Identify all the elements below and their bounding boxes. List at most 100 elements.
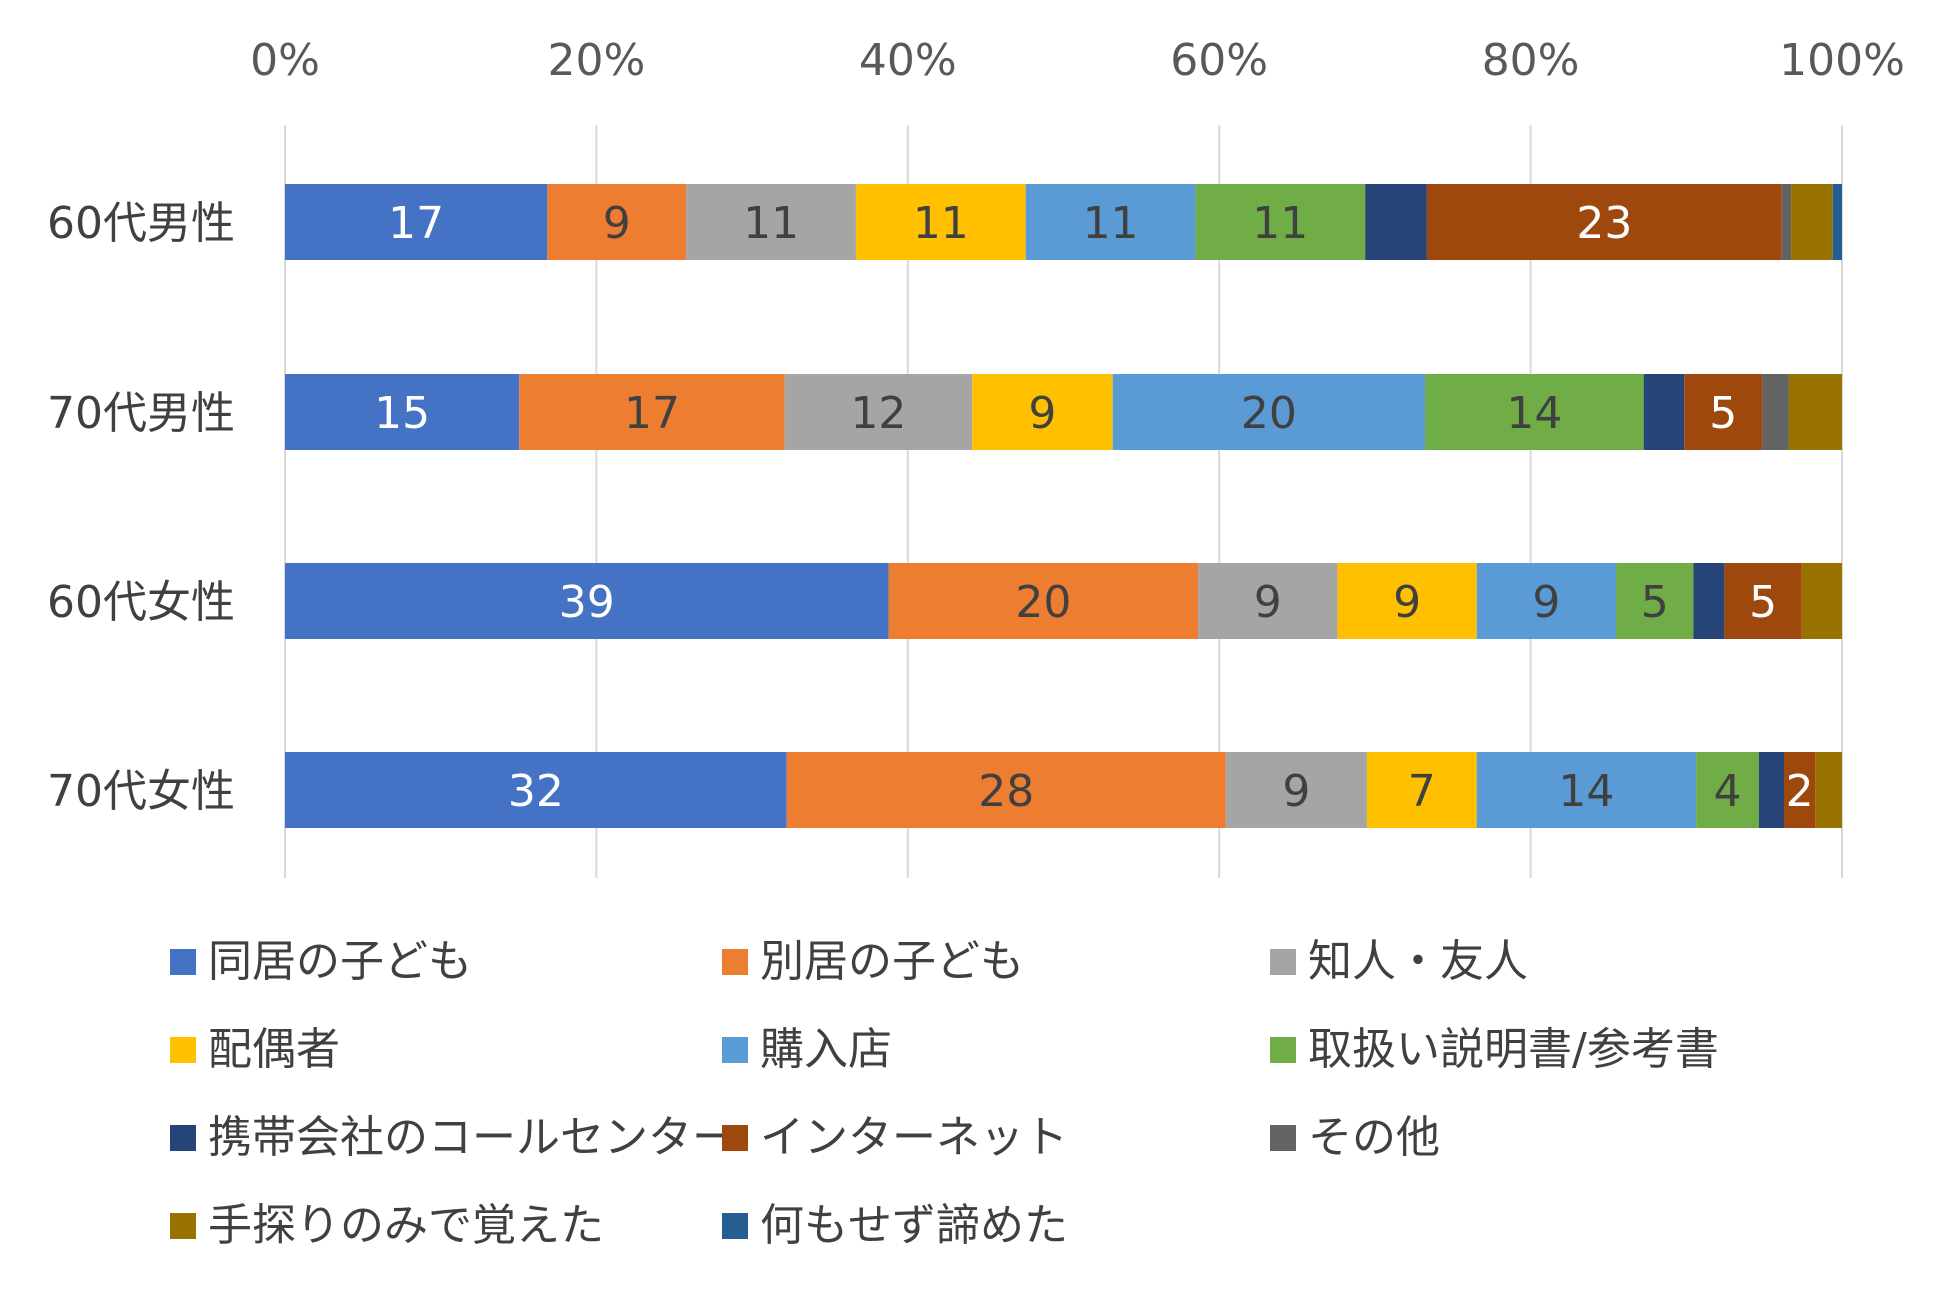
bar-segment (1684, 374, 1763, 450)
data-label: 9 (1532, 577, 1560, 628)
bar-segment (1616, 563, 1694, 639)
legend-label: 取扱い説明書/参考書 (1308, 1024, 1719, 1075)
data-label: 9 (603, 198, 631, 249)
bar-segment (888, 563, 1199, 639)
bar-segment (1476, 563, 1617, 639)
legend-item: 知人・友人 (1270, 940, 1528, 984)
legend-swatch (170, 1213, 196, 1239)
bar-segment (1724, 563, 1802, 639)
bar-segment (1815, 752, 1842, 828)
bar-segment (1112, 374, 1426, 450)
data-label: 2 (1786, 766, 1814, 817)
data-label: 5 (1709, 388, 1737, 439)
bar-segment (1788, 374, 1842, 450)
legend-swatch (1270, 1037, 1296, 1063)
bar-segment (1365, 184, 1427, 260)
legend-label: インターネット (760, 1112, 1068, 1163)
bar-segment (1801, 563, 1842, 639)
bar-segment (686, 184, 856, 260)
legend-label: 購入店 (760, 1024, 892, 1075)
bar-segment (1425, 374, 1644, 450)
legend-item: 手探りのみで覚えた (170, 1204, 604, 1248)
data-label: 12 (850, 388, 906, 439)
legend-swatch (722, 1213, 748, 1239)
legend-swatch (1270, 1125, 1296, 1151)
bar-segment (1693, 563, 1725, 639)
legend-swatch (722, 1125, 748, 1151)
bar-segment (784, 374, 973, 450)
legend-swatch (722, 1037, 748, 1063)
x-tick-label: 80% (1482, 35, 1580, 86)
bar-segment (1781, 184, 1792, 260)
legend-label: 配偶者 (208, 1024, 340, 1075)
bar-segment (285, 563, 889, 639)
data-label: 20 (1241, 388, 1297, 439)
data-label: 9 (1282, 766, 1310, 817)
legend-item: 同居の子ども (170, 940, 472, 984)
data-label: 9 (1028, 388, 1056, 439)
bar-segment (285, 752, 787, 828)
data-label: 17 (388, 198, 444, 249)
data-label: 4 (1714, 766, 1742, 817)
x-tick-label: 60% (1170, 35, 1268, 86)
legend-swatch (170, 1037, 196, 1063)
data-label: 20 (1015, 577, 1071, 628)
bar-segment (1337, 563, 1477, 639)
x-tick-label: 0% (250, 35, 320, 86)
data-label: 15 (374, 388, 430, 439)
x-tick-label: 20% (548, 35, 646, 86)
legend-item: 何もせず諦めた (722, 1204, 1068, 1248)
legend-label: 別居の子ども (760, 936, 1024, 987)
legend-swatch (170, 949, 196, 975)
bar-segment (285, 374, 520, 450)
legend-label: 知人・友人 (1308, 936, 1528, 987)
data-label: 11 (913, 198, 969, 249)
bar-segment (519, 374, 785, 450)
bar-segment (1025, 184, 1196, 260)
data-label: 11 (1083, 198, 1139, 249)
bar-segment (1696, 752, 1759, 828)
legend-swatch (170, 1125, 196, 1151)
legend-item: 別居の子ども (722, 940, 1024, 984)
data-label: 39 (559, 577, 615, 628)
data-label: 7 (1408, 766, 1436, 817)
bar-segment (1195, 184, 1366, 260)
bar-segment (972, 374, 1113, 450)
category-label: 70代男性 (47, 388, 235, 439)
category-label: 60代女性 (47, 577, 235, 628)
data-label: 11 (743, 198, 799, 249)
bar-segment (786, 752, 1226, 828)
bar-segment (1643, 374, 1685, 450)
legend-label: 同居の子ども (208, 936, 472, 987)
legend-item: インターネット (722, 1116, 1068, 1160)
bar-segment (855, 184, 1026, 260)
bar-segment (1832, 184, 1842, 260)
legend-item: その他 (1270, 1116, 1440, 1160)
bar-segment (1366, 752, 1477, 828)
data-label: 9 (1254, 577, 1282, 628)
legend-item: 取扱い説明書/参考書 (1270, 1028, 1719, 1072)
data-label: 32 (508, 766, 564, 817)
legend-swatch (722, 949, 748, 975)
legend-label: 手探りのみで覚えた (208, 1200, 604, 1251)
data-label: 5 (1641, 577, 1669, 628)
legend-label: 何もせず諦めた (760, 1200, 1068, 1251)
x-tick-label: 100% (1779, 35, 1905, 86)
category-label: 70代女性 (47, 766, 235, 817)
bar-segment (1791, 184, 1833, 260)
bar-segment (1225, 752, 1367, 828)
legend-item: 携帯会社のコールセンター (170, 1116, 736, 1160)
bar-segment (1758, 752, 1784, 828)
legend-swatch (1270, 949, 1296, 975)
bar-segment (1426, 184, 1782, 260)
bar-segment (547, 184, 687, 260)
bar-segment (1476, 752, 1697, 828)
legend-label: その他 (1308, 1112, 1440, 1163)
data-label: 14 (1506, 388, 1562, 439)
legend-item: 購入店 (722, 1028, 892, 1072)
data-label: 14 (1558, 766, 1614, 817)
data-label: 11 (1252, 198, 1308, 249)
data-label: 5 (1749, 577, 1777, 628)
